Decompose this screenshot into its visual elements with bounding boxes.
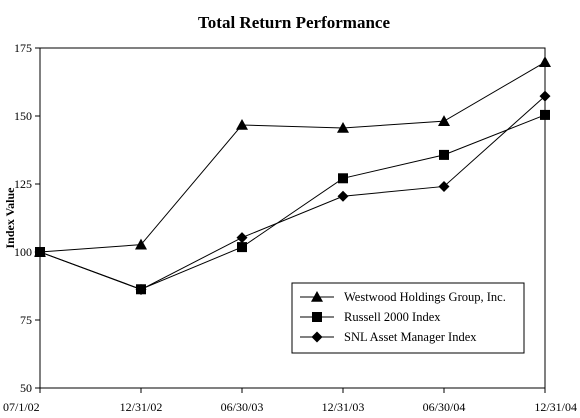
x-tick-label: 06/30/03: [221, 400, 264, 414]
data-point-triangle: [135, 238, 147, 250]
data-point-diamond: [438, 180, 450, 192]
x-tick-label: 06/30/04: [423, 400, 466, 414]
series-line: [39, 114, 546, 290]
x-tick-label: 12/31/04: [534, 400, 577, 414]
data-point-diamond: [135, 284, 147, 296]
data-point-triangle: [438, 115, 450, 126]
y-axis-label: Index Value: [3, 187, 17, 249]
y-tick-label: 50: [20, 381, 32, 395]
data-point-square: [237, 242, 247, 253]
series-diamond: [34, 90, 551, 296]
x-axis: 07/1/02 12/31/02 06/30/03 12/31/03 06/30/04 1…: [3, 388, 577, 414]
plot-frame: [39, 47, 546, 389]
legend-item: SNL Asset Manager Index: [300, 330, 477, 344]
y-tick-label: 75: [20, 313, 32, 327]
legend-item: Russell 2000 Index: [300, 310, 441, 324]
data-point-diamond: [236, 232, 248, 244]
y-tick-label: 150: [14, 109, 32, 123]
y-tick-label: 100: [14, 245, 32, 259]
legend-marker-diamond: [311, 331, 323, 343]
x-tick-label: 12/31/02: [120, 400, 163, 414]
series-square: [35, 109, 550, 295]
data-point-square: [439, 149, 449, 160]
series-layer: [34, 56, 551, 296]
data-point-square: [540, 109, 550, 120]
legend-label: Westwood Holdings Group, Inc.: [344, 290, 506, 304]
series-line: [39, 95, 546, 291]
data-point-triangle: [539, 56, 551, 67]
legend-marker-square: [312, 312, 322, 322]
data-point-triangle: [337, 121, 349, 133]
x-tick-label: 12/31/03: [322, 400, 365, 414]
legend-marker-triangle: [311, 291, 323, 302]
data-point-diamond: [34, 246, 46, 258]
data-point-triangle: [236, 118, 248, 130]
series-line: [39, 61, 546, 253]
legend-label: Russell 2000 Index: [344, 310, 441, 324]
data-point-diamond: [337, 190, 349, 202]
y-tick-label: 175: [14, 41, 32, 55]
x-tick-label: 07/1/02: [3, 400, 40, 414]
legend-box: [291, 282, 525, 354]
legend-label: SNL Asset Manager Index: [344, 330, 477, 344]
chart-title: Total Return Performance: [198, 13, 390, 32]
y-axis: 50 75 100 125 150 175: [14, 41, 40, 395]
y-tick-label: 125: [14, 177, 32, 191]
data-point-diamond: [539, 90, 551, 102]
legend: Westwood Holdings Group, Inc. Russell 200…: [291, 282, 525, 354]
data-point-square: [338, 173, 348, 184]
legend-item: Westwood Holdings Group, Inc.: [300, 290, 506, 304]
series-triangle: [34, 56, 551, 257]
